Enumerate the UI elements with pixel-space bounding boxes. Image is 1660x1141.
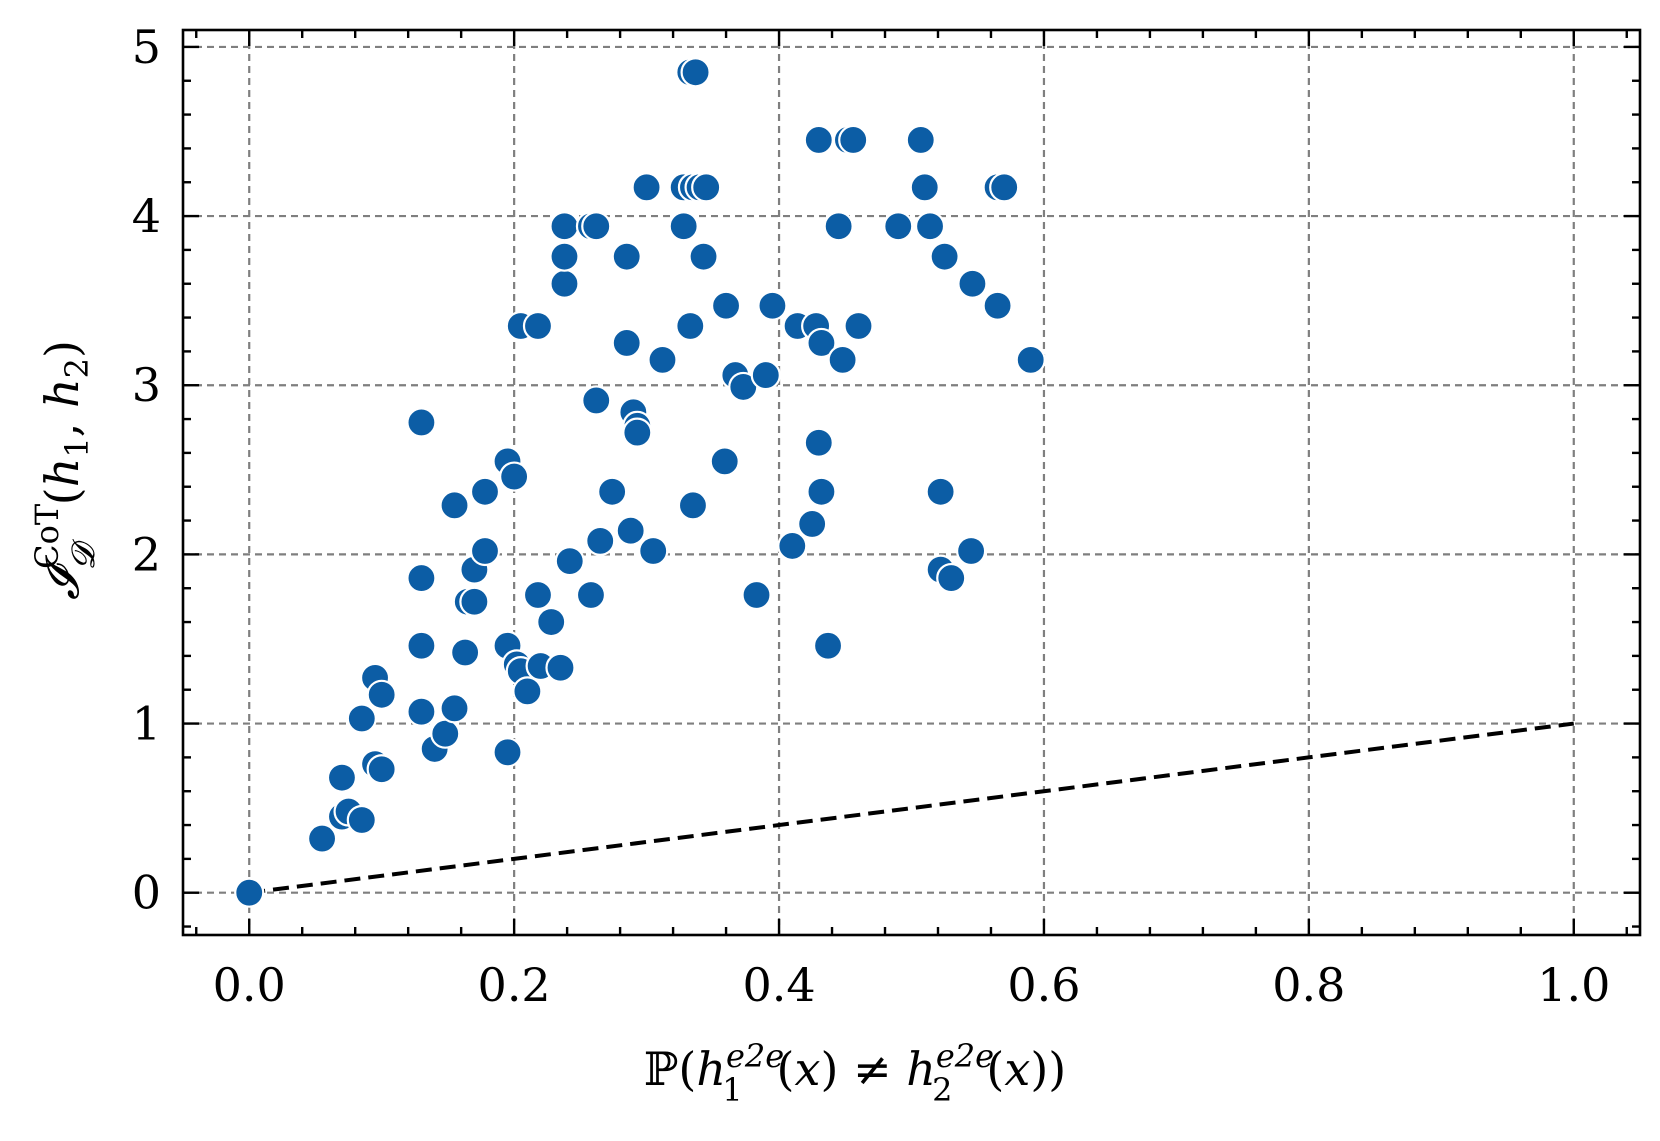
scatter-point <box>406 696 437 727</box>
scatter-point <box>611 241 642 272</box>
scatter-point <box>554 546 585 577</box>
scatter-point <box>982 290 1013 321</box>
x-tick-label: 0.4 <box>742 958 815 1012</box>
scatter-point <box>710 290 742 321</box>
reference-line-layer <box>248 721 1575 895</box>
scatter-point <box>581 211 612 242</box>
grid <box>183 30 1640 935</box>
y-axis-label: 𝓘CoT𝓓(h1, h2) <box>28 340 102 600</box>
x-tick-label: 0.6 <box>1007 958 1080 1012</box>
scatter-point <box>668 211 699 242</box>
scatter-point <box>647 344 678 375</box>
scatter-point <box>234 877 265 908</box>
scatter-point <box>549 268 580 299</box>
scatter-point <box>346 703 377 734</box>
scatter-point <box>838 124 869 156</box>
scatter-point <box>812 630 844 661</box>
scatter-point <box>459 586 490 617</box>
x-tick-label: 0.8 <box>1272 958 1345 1012</box>
scatter-point <box>581 385 612 416</box>
scatter-point <box>492 737 523 768</box>
scatter-point <box>522 310 554 342</box>
scatter-point <box>450 637 481 668</box>
scatter-point <box>512 676 543 707</box>
scatter-point <box>575 579 607 611</box>
scatter-point <box>688 241 719 272</box>
scatter-point <box>909 172 940 203</box>
scatter-point <box>803 124 834 156</box>
scatter-point <box>741 579 772 611</box>
scatter-point <box>709 446 740 477</box>
scatter-point <box>989 172 1020 203</box>
scatter-point <box>549 211 580 242</box>
ticks <box>183 30 1640 935</box>
y-tick-label: 0 <box>132 866 161 920</box>
y-tick-label: 1 <box>132 697 161 751</box>
scatter-point <box>929 241 960 272</box>
y-tick-label: 5 <box>132 20 161 74</box>
scatter-point <box>522 579 554 611</box>
x-tick-label: 1.0 <box>1537 958 1610 1012</box>
scatter-point <box>469 476 501 507</box>
scatter-point <box>611 327 642 359</box>
scatter-point <box>536 606 567 638</box>
scatter-point <box>843 310 874 342</box>
scatter-point <box>430 718 461 749</box>
x-tick-label: 0.2 <box>478 958 551 1012</box>
scatter-point <box>406 407 437 438</box>
scatter-point <box>806 327 837 359</box>
scatter-point <box>806 476 837 507</box>
scatter-point <box>406 562 437 594</box>
x-axis-label: ℙ(he2e 1 (x) ≠ he2e 2 (x)) <box>644 1037 1066 1109</box>
scatter-point <box>691 172 722 203</box>
scatter-point <box>346 804 377 836</box>
scatter-point <box>366 679 397 710</box>
y-tick-label: 4 <box>132 189 161 243</box>
scatter-point <box>1015 344 1046 375</box>
scatter-point <box>803 427 834 458</box>
scatter-point <box>827 344 858 375</box>
scatter-point <box>677 490 709 521</box>
scatter-point <box>956 535 987 567</box>
scatter-point <box>499 461 530 492</box>
y-tick-label: 2 <box>132 527 161 581</box>
scatter-point <box>957 268 988 299</box>
scatter-point <box>777 530 808 562</box>
scatter-point <box>757 290 788 321</box>
scatter-point <box>638 535 669 567</box>
scatter-point <box>326 762 358 793</box>
reference-line <box>248 721 1575 895</box>
scatter-point <box>883 211 914 242</box>
y-tick-labels: 0 1 2 3 4 5 <box>132 20 161 920</box>
scatter-point <box>925 476 956 507</box>
scatter-point <box>366 754 397 785</box>
scatter-point <box>439 693 470 724</box>
scatter-point <box>823 211 854 242</box>
scatter-point <box>545 652 576 683</box>
x-tick-label: 0.0 <box>213 958 286 1012</box>
scatter-point <box>469 535 501 567</box>
scatter-point <box>615 515 646 546</box>
scatter-point <box>597 476 628 507</box>
scatter-point <box>936 562 967 594</box>
scatter-point <box>439 490 470 521</box>
scatter-point <box>797 508 828 540</box>
scatter-point <box>406 630 437 661</box>
plot-frame <box>181 28 1642 937</box>
scatter-point <box>675 310 706 342</box>
scatter-point <box>631 172 662 203</box>
scatter-point <box>680 57 711 88</box>
points-layer <box>234 57 1046 908</box>
scatter-point <box>622 417 653 448</box>
y-tick-label: 3 <box>132 358 161 412</box>
x-tick-labels: 0.0 0.2 0.4 0.6 0.8 1.0 <box>213 958 1611 1012</box>
scatter-point <box>914 211 946 242</box>
scatter-point <box>905 124 936 156</box>
scatter-point <box>549 241 580 272</box>
scatter-point <box>750 359 781 391</box>
scatter-point <box>585 525 616 556</box>
scatter-point <box>306 823 338 854</box>
